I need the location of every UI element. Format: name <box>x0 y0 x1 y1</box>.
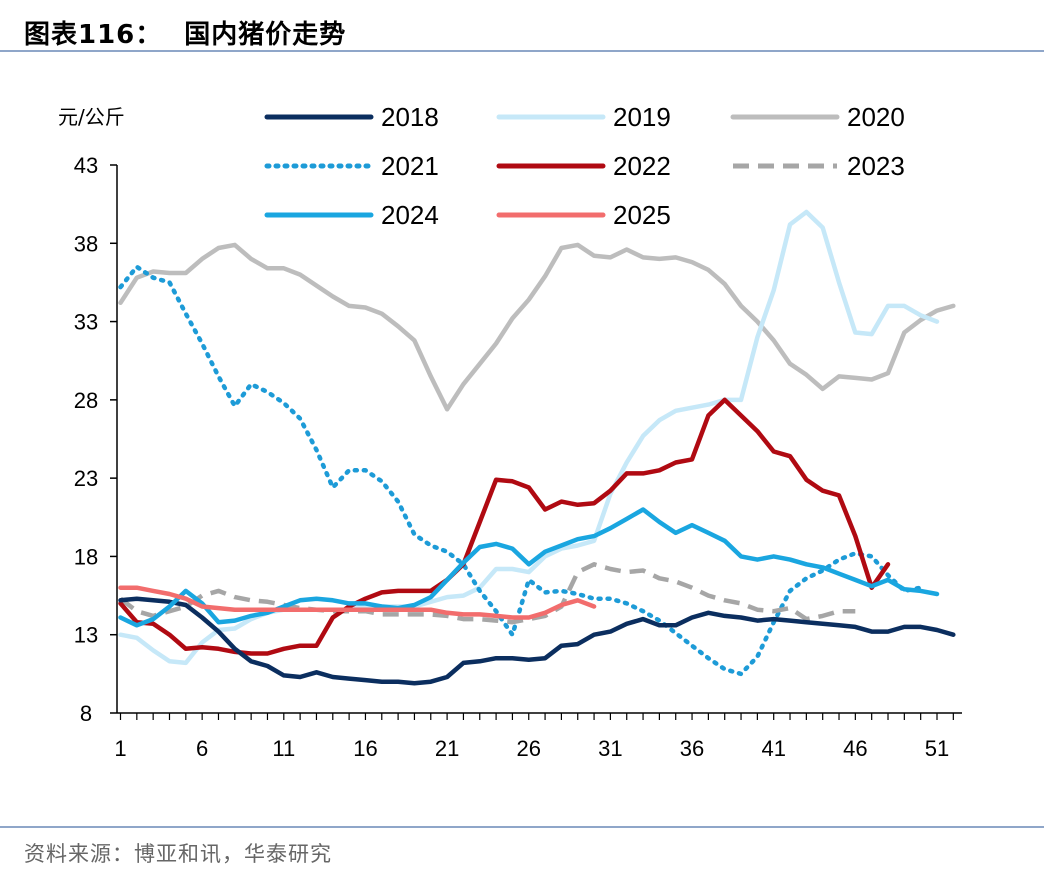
figure-title: 图表116： 国内猪价走势 <box>24 14 346 51</box>
legend-label-2024: 2024 <box>381 200 439 230</box>
x-tick-label: 36 <box>680 736 704 761</box>
series-line-2021 <box>118 264 923 677</box>
x-tick-label: 51 <box>925 736 949 761</box>
source-divider <box>0 826 1044 828</box>
y-tick-label: 43 <box>74 153 98 178</box>
legend-label-2022: 2022 <box>613 151 671 181</box>
series-line-2024 <box>118 507 940 628</box>
series-line-2018 <box>118 596 956 686</box>
series-line-2019 <box>118 209 940 666</box>
x-tick-label: 6 <box>196 736 208 761</box>
y-tick-label: 8 <box>80 701 92 726</box>
y-tick-label: 23 <box>74 466 98 491</box>
x-tick-label: 11 <box>272 736 295 761</box>
x-tick-label: 21 <box>435 736 459 761</box>
figure-title-text: 国内猪价走势 <box>184 20 347 50</box>
x-tick-label: 41 <box>761 736 785 761</box>
legend-label-2021: 2021 <box>381 151 439 181</box>
x-tick-label: 1 <box>114 736 126 761</box>
source-note: 资料来源：博亚和讯，华泰研究 <box>24 842 332 866</box>
legend-label-2020: 2020 <box>847 102 905 132</box>
x-tick-label: 31 <box>598 736 622 761</box>
y-tick-label: 33 <box>74 310 98 335</box>
x-tick-label: 16 <box>353 736 377 761</box>
legend-label-2023: 2023 <box>847 151 905 181</box>
y-tick-label: 28 <box>74 388 98 413</box>
series-line-2025 <box>118 585 597 620</box>
legend-label-2025: 2025 <box>613 200 671 230</box>
title-divider <box>0 50 1044 52</box>
series-line-2022 <box>118 397 891 656</box>
figure-label: 图表116： <box>24 20 163 50</box>
y-axis-label: 元/公斤 <box>58 105 125 129</box>
series-line-2023 <box>119 562 856 625</box>
legend-label-2018: 2018 <box>381 102 439 132</box>
legend-label-2019: 2019 <box>613 102 671 132</box>
y-tick-label: 13 <box>74 623 98 648</box>
series-line-2020 <box>118 242 956 412</box>
x-tick-label: 46 <box>843 736 867 761</box>
y-tick-label: 38 <box>74 231 98 256</box>
x-tick-label: 26 <box>517 736 541 761</box>
y-tick-label: 18 <box>74 544 98 569</box>
